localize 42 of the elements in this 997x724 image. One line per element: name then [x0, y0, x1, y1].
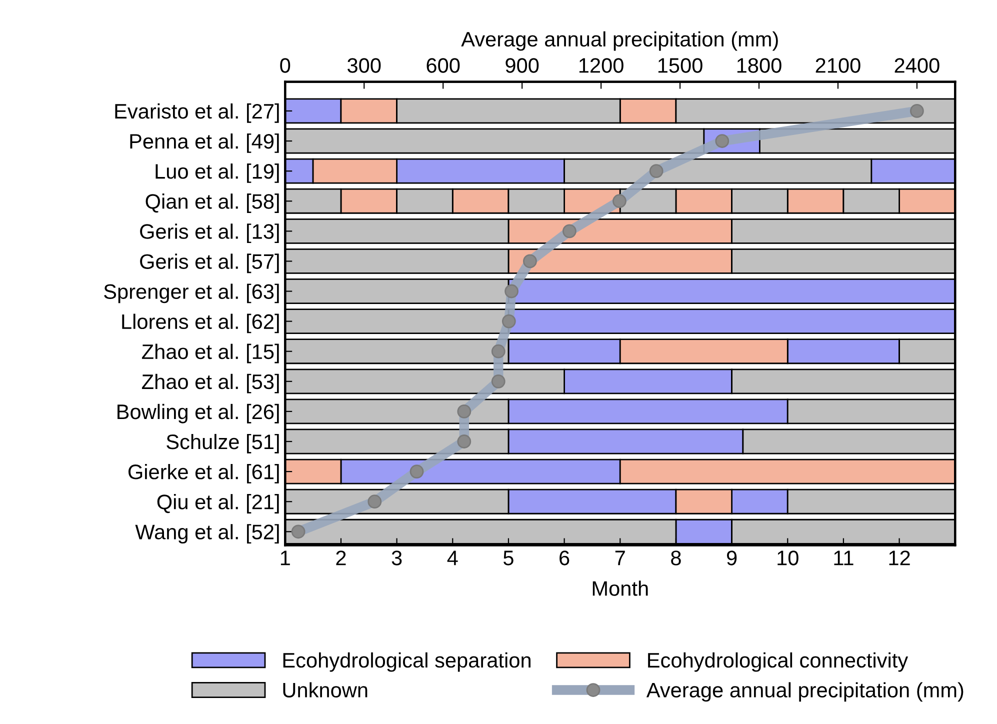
- x2-tick-label: 0: [280, 58, 290, 73]
- y-tick-label: Zhao et al. [53]: [142, 374, 279, 394]
- y-tick-label: Llorens et al. [62]: [122, 314, 279, 334]
- legend-label: Unknown: [283, 682, 368, 698]
- x-tick-label: 2: [336, 550, 346, 566]
- x-tick-label: 4: [447, 550, 458, 566]
- y-tick-label: Bowling et al. [26]: [118, 404, 279, 424]
- x2-tick-label: 2100: [816, 58, 860, 73]
- y-tick-label: Luo et al. [19]: [156, 164, 279, 183]
- y-tick-label: Zhao et al. [15]: [142, 344, 279, 364]
- x-tick-label: 5: [504, 550, 514, 566]
- y-tick-label: Qiu et al. [21]: [157, 494, 279, 514]
- y-tick-label: Sprenger et al. [63]: [104, 284, 279, 304]
- x2-tick-label: 2400: [894, 58, 940, 73]
- legend-label: Ecohydrological connectivity: [648, 652, 908, 672]
- y-tick-label: Geris et al. [57]: [140, 254, 279, 274]
- x-axis-title: Month: [592, 580, 648, 596]
- x-tick-label: 9: [726, 550, 737, 566]
- x-tick-label: 6: [560, 550, 570, 566]
- y-tick-label: Evaristo et al. [27]: [115, 103, 279, 123]
- y-tick-label: Wang et al. [52]: [135, 524, 279, 544]
- x-tick-label: 12: [889, 550, 910, 566]
- x2-tick-label: 600: [426, 58, 460, 73]
- x-tick-label: 8: [671, 550, 681, 566]
- y-tick-label: Gierke et al. [61]: [128, 464, 279, 484]
- x2-tick-label: 1800: [737, 58, 782, 73]
- x-tick-label: 11: [834, 550, 854, 566]
- y-tick-label: Penna et al. [49]: [130, 133, 279, 153]
- y-tick-label: Schulze [51]: [166, 434, 279, 454]
- x2-tick-label: 1500: [658, 58, 702, 73]
- y-tick-label: Qian et al. [58]: [146, 194, 279, 213]
- x-tick-label: 10: [778, 550, 798, 566]
- x2-axis-title: Average annual precipitation (mm): [461, 31, 778, 51]
- x2-tick-label: 300: [348, 58, 381, 73]
- y-tick-label: Geris et al. [13]: [140, 224, 279, 244]
- x-tick-label: 7: [615, 550, 625, 566]
- x2-tick-label: 1200: [579, 58, 624, 73]
- x-tick-label: 1: [280, 550, 290, 566]
- x2-tick-label: 900: [506, 58, 539, 73]
- legend-label: Ecohydrological separation: [283, 652, 530, 672]
- x-tick-label: 3: [392, 550, 402, 566]
- legend-label: Average annual precipitation (mm): [646, 682, 964, 702]
